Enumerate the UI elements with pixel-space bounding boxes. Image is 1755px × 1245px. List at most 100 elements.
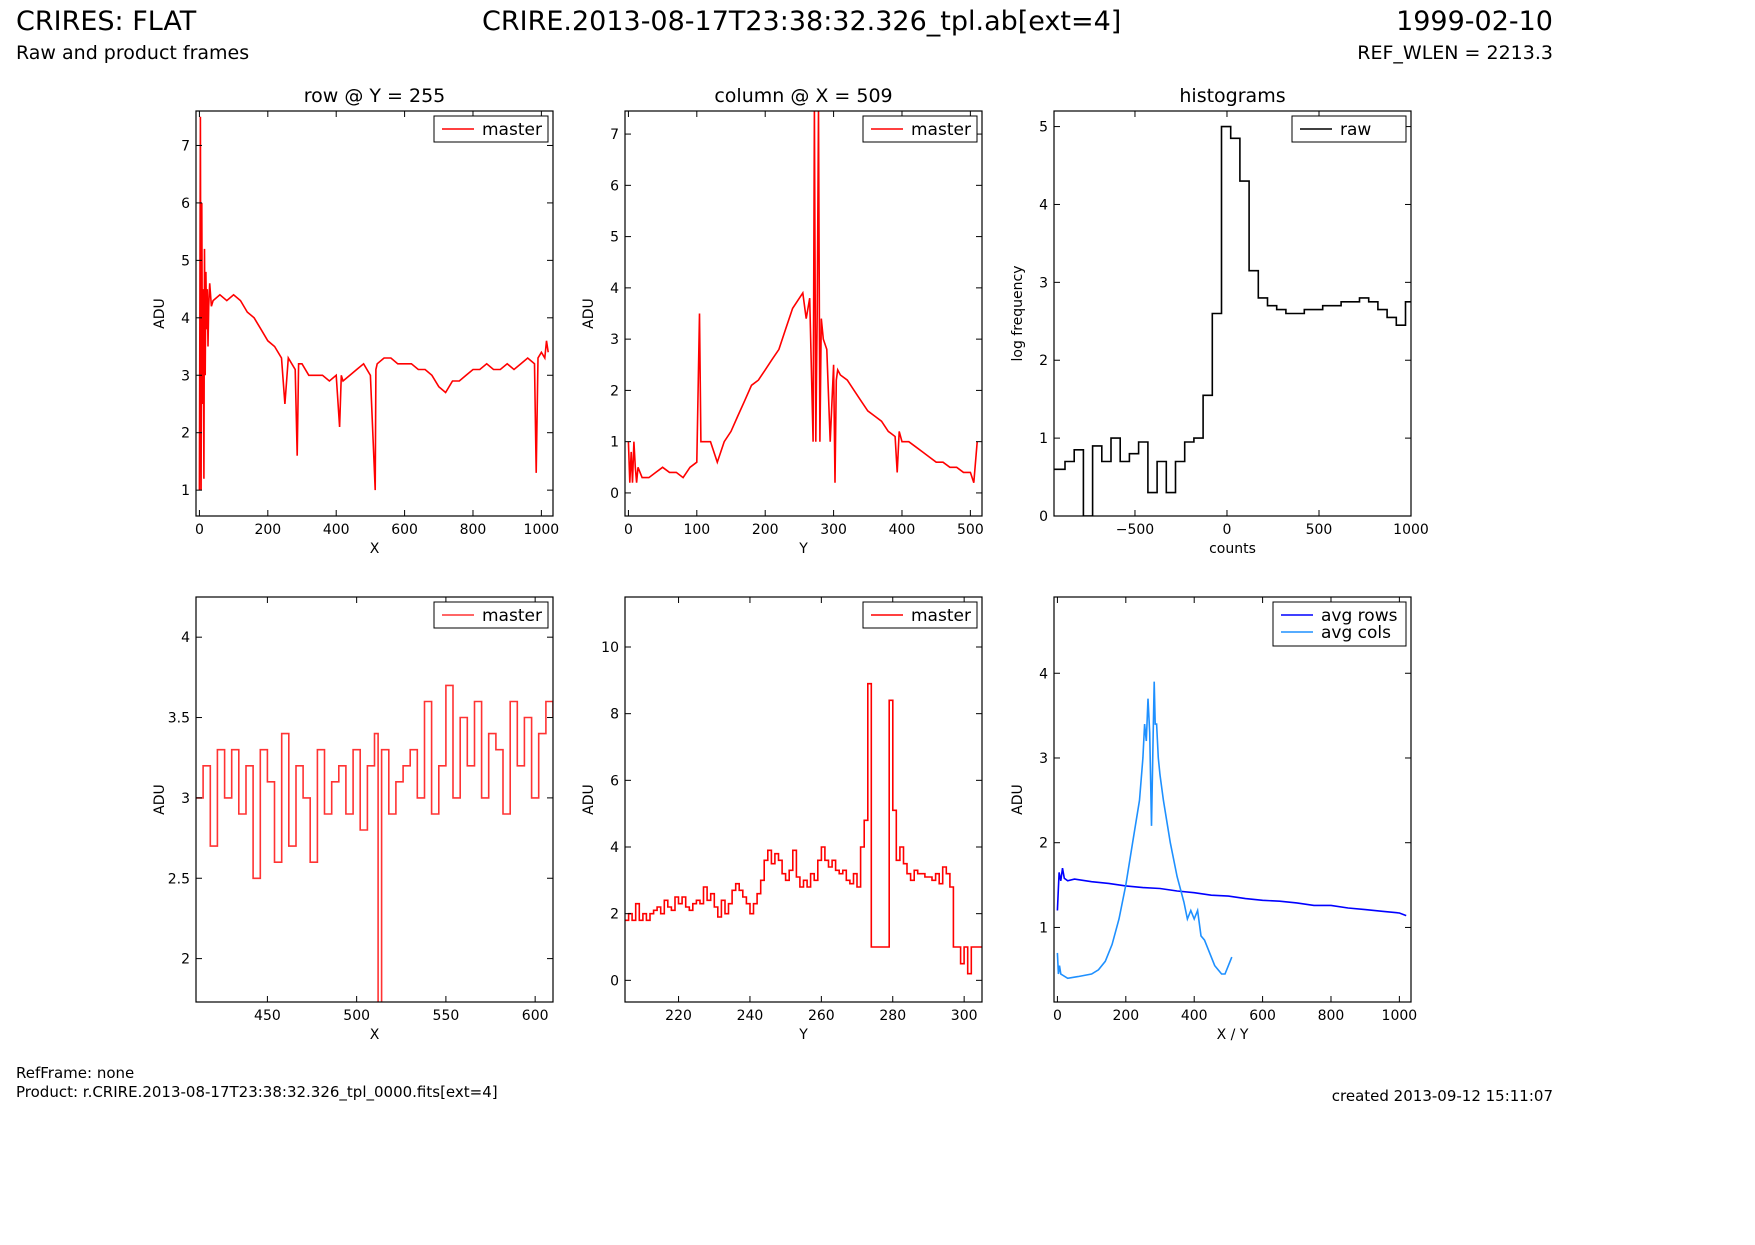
x-tick-label: 240: [737, 1008, 764, 1024]
x-tick-label: 1000: [1382, 1008, 1418, 1024]
y-tick-label: 1: [1039, 431, 1048, 447]
x-tick-label: 200: [1112, 1008, 1139, 1024]
y-tick-label: 7: [181, 138, 190, 154]
y-tick-label: 0: [610, 973, 619, 989]
series-avg-rows: [1056, 867, 1407, 917]
x-axis-label: X: [370, 541, 380, 557]
y-tick-label: 0: [610, 486, 619, 502]
x-tick-label: 100: [683, 522, 710, 538]
x-axis-label: Y: [798, 1027, 808, 1043]
series-master: [196, 684, 553, 1002]
x-tick-label: 500: [957, 522, 984, 538]
x-tick-label: 300: [951, 1008, 978, 1024]
chart-row-zoom: 450 500 550 600 2 2.5 3 3.5 4 X ADU master: [152, 596, 554, 1043]
y-tick-label: 2: [1039, 353, 1048, 369]
y-tick-label: 5: [1039, 120, 1048, 136]
y-tick-label: 3: [1039, 751, 1048, 767]
y-tick-label: 4: [181, 311, 190, 327]
y-tick-label: 4: [1039, 197, 1048, 213]
y-axis-label: log frequency: [1010, 265, 1026, 361]
y-tick-label: 4: [610, 281, 619, 297]
x-tick-label: 1000: [524, 522, 560, 538]
x-tick-label: 600: [391, 522, 418, 538]
y-axis-label: ADU: [581, 784, 597, 815]
y-tick-label: 2: [610, 383, 619, 399]
x-tick-label: 500: [343, 1008, 370, 1024]
x-tick-label: 500: [1306, 522, 1333, 538]
y-tick-label: 3: [610, 332, 619, 348]
y-tick-label: 2: [181, 426, 190, 442]
series-raw: [1054, 125, 1411, 516]
legend: raw: [1291, 115, 1407, 143]
ref-wlen: REF_WLEN = 2213.3: [1357, 42, 1553, 64]
y-tick-label: 1: [181, 483, 190, 499]
header-date: 1999-02-10: [1396, 6, 1553, 37]
chart-row: 0 200 400 600 800 1000 1 2 3 4 5 6 7 row @ Y = 255 X AD…: [152, 85, 559, 557]
axes-frame: [624, 110, 983, 517]
x-tick-label: 600: [1249, 1008, 1276, 1024]
series-master: [625, 682, 982, 975]
series-master: [198, 116, 549, 491]
axes-frame: [1053, 110, 1412, 517]
chart-averages: 0 200 400 600 800 1000 1 2 3 4 X / Y ADU avg rowsavg…: [1010, 596, 1418, 1043]
x-tick-label: 400: [1181, 1008, 1208, 1024]
y-tick-label: 6: [610, 178, 619, 194]
x-tick-label: 400: [889, 522, 916, 538]
y-tick-label: 3: [181, 791, 190, 807]
y-tick-label: 2.5: [168, 871, 190, 887]
x-tick-label: 600: [522, 1008, 549, 1024]
y-tick-label: 4: [181, 630, 190, 646]
legend-label: master: [911, 606, 971, 626]
y-tick-label: 1: [610, 435, 619, 451]
axes-frame: [624, 596, 983, 1003]
legend: master: [433, 115, 549, 143]
x-tick-label: 0: [195, 522, 204, 538]
x-tick-label: 300: [820, 522, 847, 538]
x-tick-label: 550: [433, 1008, 460, 1024]
series-master: [627, 111, 978, 483]
x-tick-label: 0: [624, 522, 633, 538]
page-subtitle: Raw and product frames: [16, 42, 250, 64]
y-tick-label: 10: [601, 640, 619, 656]
x-tick-label: 400: [323, 522, 350, 538]
y-tick-label: 7: [610, 127, 619, 143]
y-tick-label: 8: [610, 707, 619, 723]
legend: master: [862, 115, 978, 143]
x-tick-label: 260: [808, 1008, 835, 1024]
x-tick-label: 220: [665, 1008, 692, 1024]
chart-column-zoom: 220 240 260 280 300 0 2 4 6 8 10 Y ADU master: [581, 596, 983, 1043]
y-tick-label: 0: [1039, 509, 1048, 525]
x-tick-label: 0: [1053, 1008, 1062, 1024]
x-tick-label: 450: [254, 1008, 281, 1024]
y-tick-label: 5: [610, 230, 619, 246]
legend-label: avg rows: [1321, 606, 1398, 626]
legend-label: avg cols: [1321, 623, 1391, 643]
y-tick-label: 2: [1039, 836, 1048, 852]
y-tick-label: 3: [1039, 275, 1048, 291]
series-avg-cols: [1056, 681, 1233, 980]
x-axis-label: X: [370, 1027, 380, 1043]
x-tick-label: 200: [752, 522, 779, 538]
chart-hist: −500 0 500 1000 0 1 2 3 4 5 histograms counts log fr…: [1010, 85, 1429, 557]
legend-label: raw: [1340, 120, 1371, 140]
x-tick-label: 800: [1318, 1008, 1345, 1024]
legend-box: [1272, 601, 1407, 647]
x-tick-label: −500: [1116, 522, 1154, 538]
legend: master: [433, 601, 549, 629]
x-axis-label: X / Y: [1217, 1027, 1249, 1043]
y-tick-label: 2: [610, 907, 619, 923]
y-axis-label: ADU: [1010, 784, 1026, 815]
legend: master: [862, 601, 978, 629]
created-timestamp: created 2013-09-12 15:11:07: [1331, 1087, 1553, 1105]
chart-column: 0 100 200 300 400 500 0 1 2 3 4 5 6 7 column @ X = 509…: [581, 85, 984, 557]
y-tick-label: 3: [181, 368, 190, 384]
y-tick-label: 6: [610, 773, 619, 789]
axes-frame: [195, 110, 554, 517]
product-text: Product: r.CRIRE.2013-08-17T23:38:32.326…: [16, 1083, 498, 1101]
y-tick-label: 2: [181, 952, 190, 968]
legend-label: master: [482, 120, 542, 140]
y-axis-label: ADU: [152, 784, 168, 815]
y-tick-label: 4: [610, 840, 619, 856]
